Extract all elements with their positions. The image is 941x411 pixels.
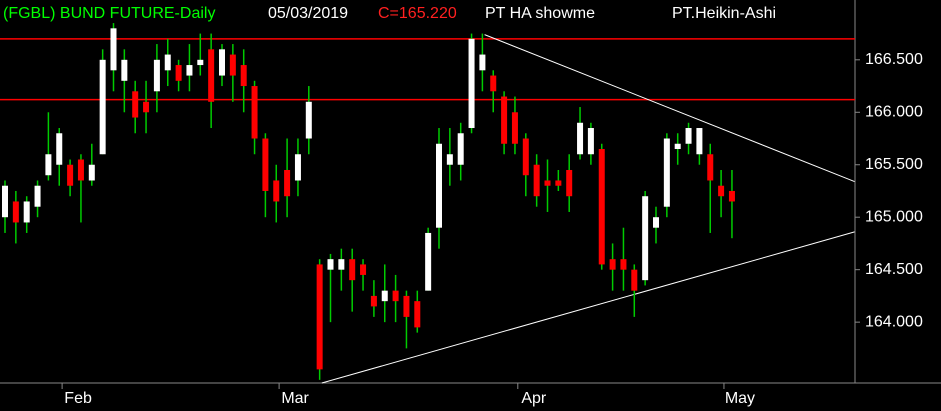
candle-body (273, 180, 280, 202)
y-tick-label: 166.000 (865, 103, 923, 120)
candle-body (143, 101, 150, 113)
candle-body (251, 86, 258, 139)
symbol: (FGBL) BUND FUTURE-Daily (3, 5, 215, 22)
candle-body (240, 65, 247, 87)
close-label: C=165.220 (378, 5, 457, 22)
candle-body (175, 65, 182, 81)
candle-body (338, 259, 345, 270)
candle-body (316, 264, 323, 370)
candle-body (132, 91, 139, 118)
candle-body (620, 259, 627, 270)
candle-body (577, 122, 584, 155)
candle-body (653, 217, 659, 228)
y-tick-label: 164.000 (865, 313, 923, 330)
y-tick-label: 165.000 (865, 208, 923, 225)
candle-body (262, 138, 269, 191)
candle-body (284, 169, 291, 197)
candle-body (674, 143, 681, 150)
candle-body (208, 49, 215, 102)
candle-body (99, 59, 106, 155)
candle-body (381, 290, 388, 302)
candle-body (555, 180, 562, 186)
candle-body (153, 59, 160, 92)
candle-body (522, 138, 529, 176)
candle-body (67, 164, 74, 186)
x-tick-label: Feb (64, 390, 92, 407)
candle-body (34, 185, 41, 207)
candle-body (479, 54, 486, 71)
candle-body (121, 59, 128, 81)
candle-body (663, 138, 670, 207)
candle-body (392, 290, 399, 302)
candle-body (370, 295, 377, 307)
candle-body (229, 54, 236, 76)
trendline (484, 34, 855, 182)
candle-body (403, 295, 410, 317)
candle-body (490, 75, 497, 92)
candle-body (164, 54, 171, 71)
candle-body (685, 128, 692, 144)
candle-body (587, 128, 594, 155)
candle-body (110, 28, 117, 71)
candle-body (56, 133, 63, 165)
candle-body (598, 149, 605, 265)
candle-body (468, 38, 475, 129)
study: PT HA showme (485, 5, 595, 22)
candle-body (77, 159, 84, 181)
candle-body (186, 65, 193, 76)
candle-body (728, 190, 735, 202)
candle-body (425, 232, 432, 291)
candle-body (349, 259, 356, 281)
x-tick-label: Mar (281, 390, 309, 407)
candle-body (718, 185, 725, 197)
candle-body (23, 201, 30, 223)
candle-body (566, 169, 573, 197)
candle-body (457, 133, 464, 165)
y-tick-label: 164.500 (865, 261, 923, 278)
indicator: PT.Heikin-Ashi (672, 5, 776, 22)
date: 05/03/2019 (268, 5, 348, 22)
candle-body (360, 264, 367, 275)
candle-body (696, 128, 703, 155)
candle-body (642, 196, 649, 281)
candle-body (305, 101, 312, 139)
candle-body (2, 185, 8, 218)
candle-body (327, 259, 334, 270)
candle-body (294, 154, 301, 181)
candle-body (12, 201, 19, 223)
candle-body (88, 164, 95, 181)
candle-body (446, 154, 453, 165)
trendline (321, 231, 855, 384)
candle-body (544, 180, 551, 186)
candle-body (707, 154, 714, 181)
candle-body (414, 301, 421, 328)
candle-body (609, 259, 616, 270)
candle-body (197, 59, 204, 66)
y-tick-label: 166.500 (865, 51, 923, 68)
x-tick-label: May (725, 390, 755, 407)
candle-body (511, 112, 518, 144)
candle-body (436, 143, 442, 228)
candle-body (631, 269, 638, 291)
candle-body (533, 164, 540, 197)
candle-body (45, 154, 52, 176)
candle-body (219, 49, 225, 76)
candle-body (501, 96, 508, 144)
y-tick-label: 165.500 (865, 156, 923, 173)
x-tick-label: Apr (521, 390, 547, 407)
